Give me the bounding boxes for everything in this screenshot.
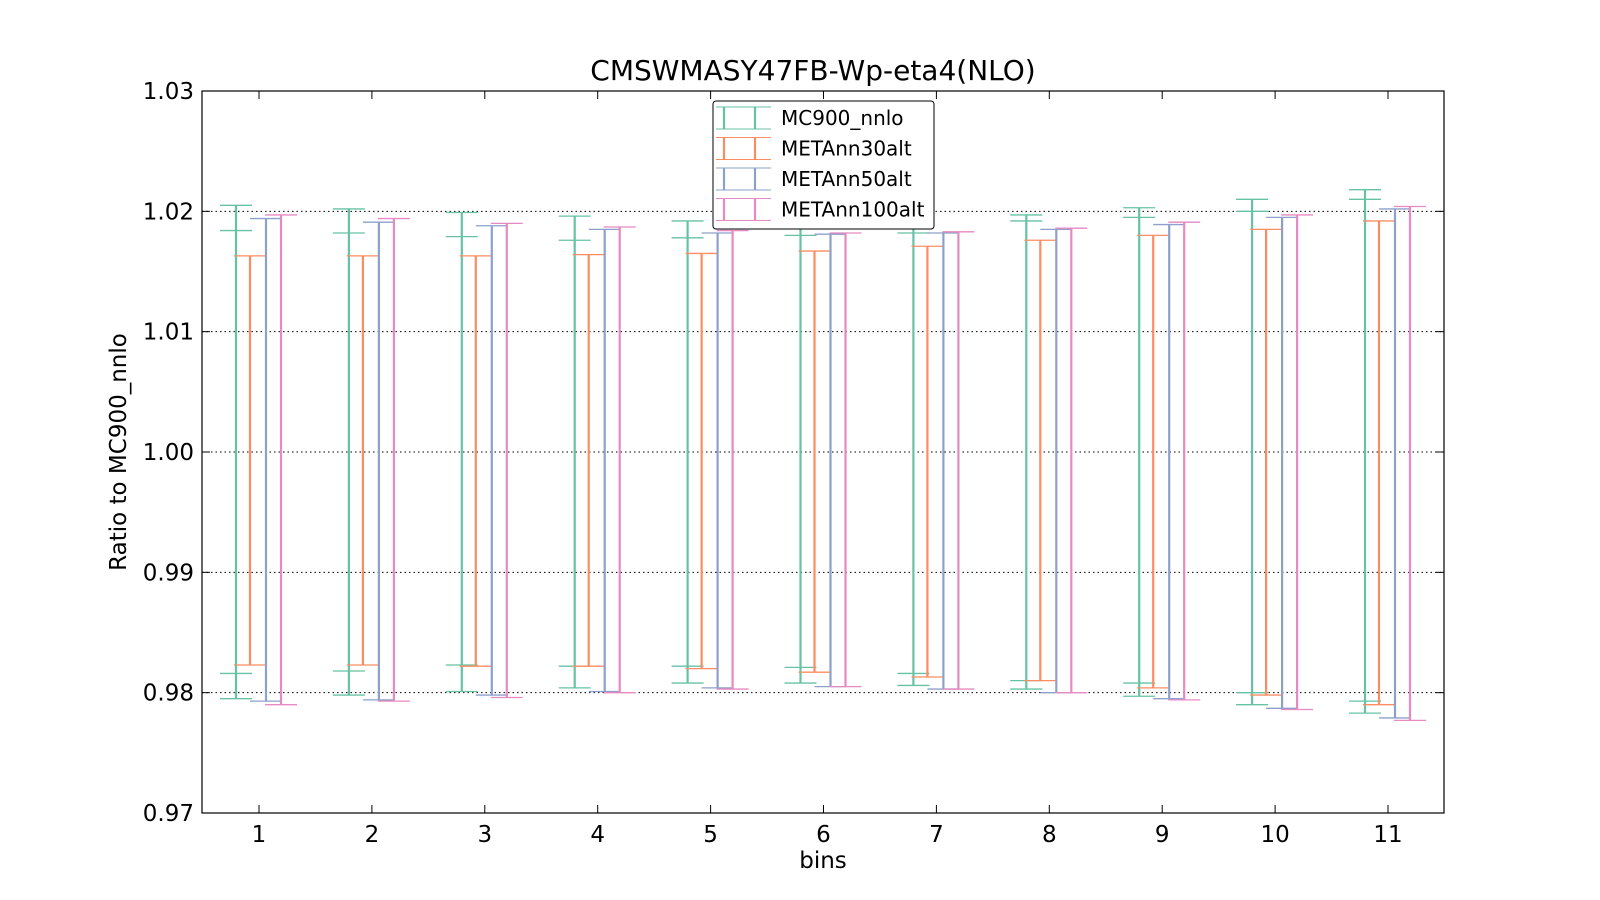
x-tick-label: 9 (1155, 822, 1170, 848)
x-tick-label: 3 (477, 822, 492, 848)
x-tick-label: 8 (1042, 822, 1057, 848)
y-tick-label: 1.03 (143, 79, 194, 105)
y-tick-label: 0.97 (143, 801, 194, 827)
x-tick-label: 4 (590, 822, 605, 848)
y-tick-label: 1.00 (143, 440, 194, 466)
x-tick-label: 10 (1260, 822, 1289, 848)
legend-entry: METAnn30alt (716, 137, 912, 161)
x-tick-label: 1 (252, 822, 267, 848)
legend-entry: METAnn50alt (716, 167, 912, 191)
legend-entry: METAnn100alt (716, 198, 925, 222)
legend-label: MC900_nnlo (781, 106, 904, 130)
x-tick-label: 2 (365, 822, 380, 848)
legend: MC900_nnlo METAnn30alt METAnn50alt METAnn10… (712, 100, 935, 230)
legend-label: METAnn50alt (781, 167, 912, 191)
chart-title: CMSWMASY47FB-Wp-eta4(NLO) (590, 54, 1035, 87)
grid-lines (202, 210, 1444, 694)
series-MC900_nnlo (220, 189, 1381, 714)
legend-box (712, 100, 935, 230)
legend-entry: MC900_nnlo (716, 106, 904, 130)
x-tick-label: 6 (816, 822, 831, 848)
x-tick-label: 7 (929, 822, 944, 848)
legend-label: METAnn30alt (781, 137, 912, 161)
y-tick-label: 0.98 (143, 681, 194, 707)
plot-frame (201, 90, 1445, 814)
y-tick-label: 1.02 (143, 199, 194, 225)
y-axis-label: Ratio to MC900_nnlo (106, 333, 132, 571)
y-tick-label: 0.99 (143, 560, 194, 586)
series-METAnn30alt (234, 220, 1395, 706)
x-tick-label: 11 (1373, 822, 1402, 848)
series-METAnn50alt (250, 208, 1411, 719)
series-METAnn100alt (265, 205, 1426, 721)
x-tick-label: 5 (703, 822, 718, 848)
y-tick-label: 1.01 (143, 320, 194, 346)
legend-label: METAnn100alt (781, 198, 925, 222)
error-bars (220, 189, 1426, 721)
x-axis-label: bins (799, 848, 847, 874)
axis-ticks: 0.97 0.98 0.99 1.00 1.01 1.02 1.03 1 2 3 4 5 6 7 8 9 10 1… (143, 79, 1444, 848)
